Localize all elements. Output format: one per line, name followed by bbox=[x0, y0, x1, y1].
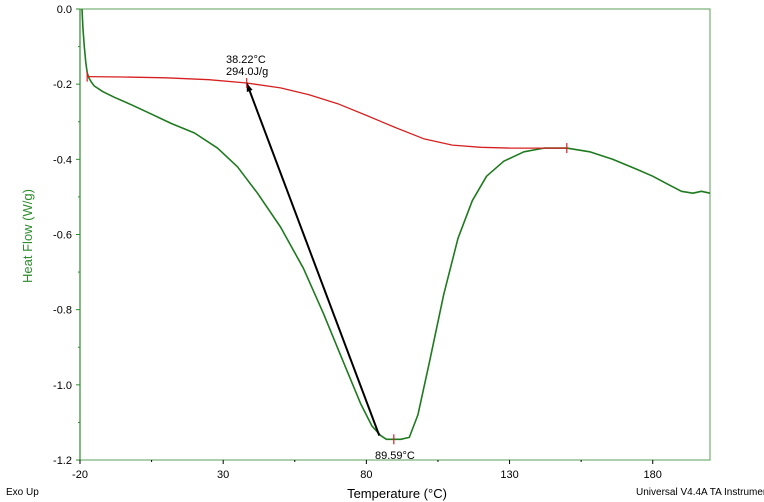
y-tick-label: -0.4 bbox=[53, 154, 72, 166]
y-axis-title: Heat Flow (W/g) bbox=[20, 189, 35, 283]
plot-frame bbox=[79, 8, 711, 461]
x-tick-label: 30 bbox=[217, 469, 229, 481]
software-version-label: Universal V4.4A TA Instruments bbox=[636, 487, 764, 498]
y-tick-label: -0.6 bbox=[53, 230, 72, 242]
y-tick-label: -1.2 bbox=[53, 455, 72, 467]
series-layer bbox=[81, 8, 711, 441]
x-tick-label: -20 bbox=[72, 469, 88, 481]
x-tick-label: 80 bbox=[360, 469, 372, 481]
y-tick-label: -0.2 bbox=[53, 79, 72, 91]
y-tick-label: 0.0 bbox=[57, 4, 72, 16]
tangent-line bbox=[245, 82, 381, 436]
x-axis-title: Temperature (°C) bbox=[347, 486, 447, 501]
exo-up-label: Exo Up bbox=[6, 487, 39, 498]
peak-temp-annotation: 89.59°C bbox=[375, 450, 415, 462]
y-axis-ticks: 0.0 -0.2 -0.4 -0.6 -0.8 -1.0 -1.2 bbox=[53, 4, 80, 467]
enthalpy-annotation: 294.0J/g bbox=[226, 66, 268, 78]
heat-flow-curve bbox=[81, 8, 711, 441]
marker-layer bbox=[86, 71, 568, 445]
x-tick-label: 180 bbox=[644, 469, 662, 481]
x-tick-label: 130 bbox=[500, 469, 518, 481]
y-tick-label: -0.8 bbox=[53, 305, 72, 317]
integration-baseline bbox=[87, 75, 567, 149]
tangent-arrowhead bbox=[246, 83, 253, 93]
x-axis-ticks: -20 30 80 130 180 bbox=[72, 460, 662, 481]
y-tick-label: -1.0 bbox=[53, 380, 72, 392]
onset-temp-annotation: 38.22°C bbox=[226, 54, 266, 66]
